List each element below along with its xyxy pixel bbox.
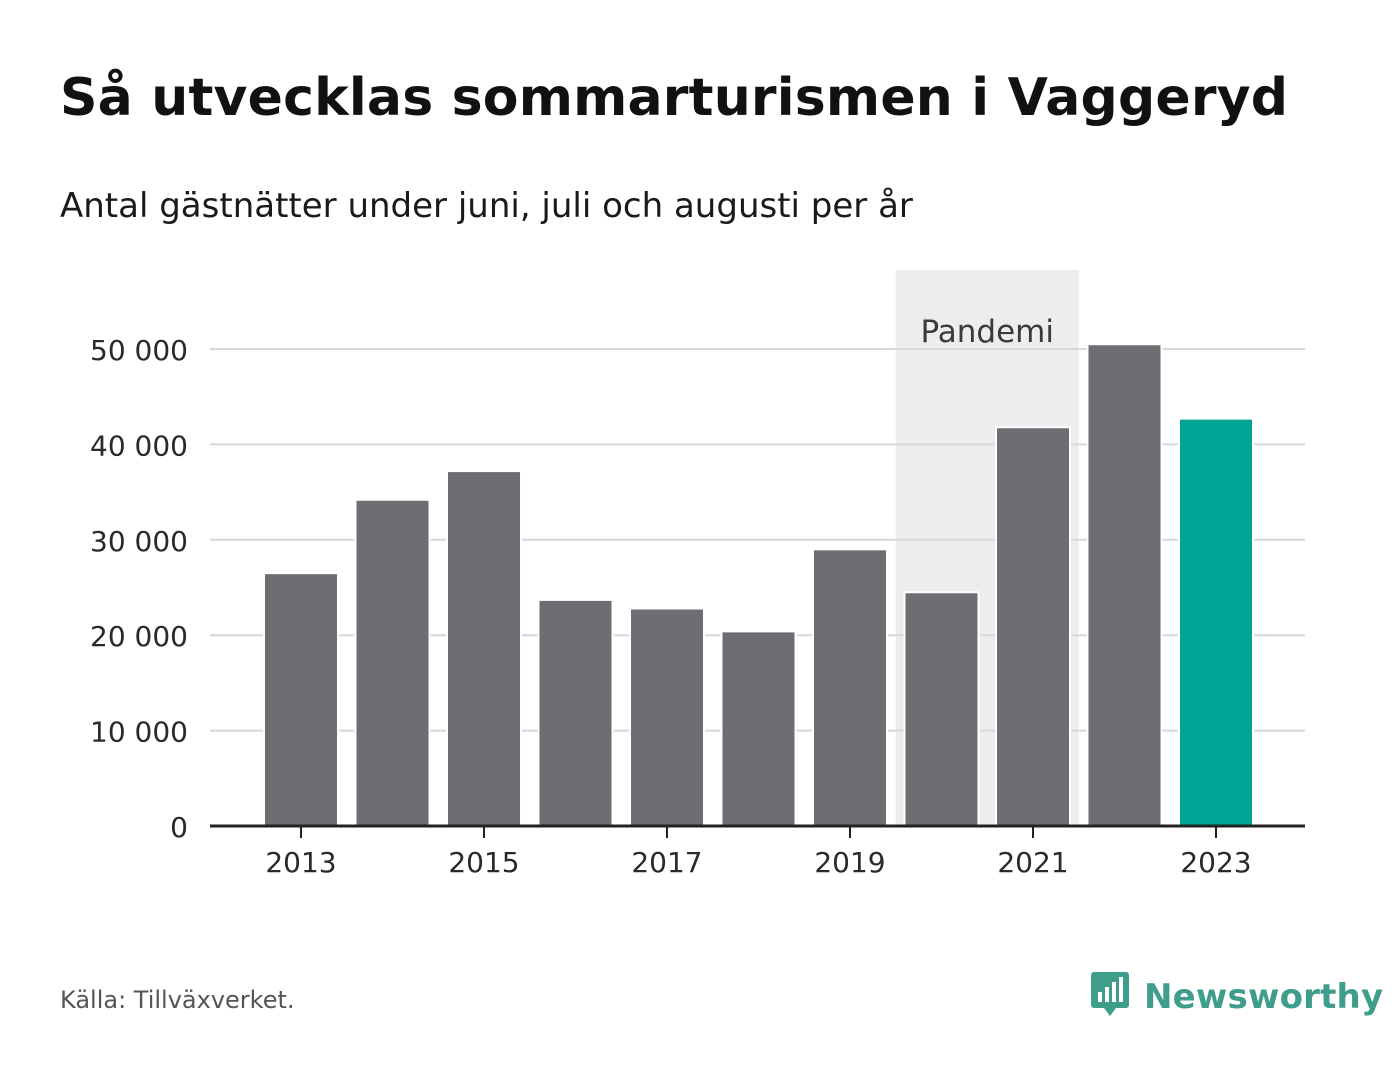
x-tick-label: 2015 — [448, 846, 519, 879]
bar-2016 — [537, 598, 614, 827]
brand-logo: Newsworthy — [1090, 970, 1383, 1023]
bar-2017 — [629, 607, 705, 827]
y-tick-label: 50 000 — [90, 334, 188, 367]
y-tick-label: 40 000 — [90, 429, 188, 462]
bar-2013 — [263, 572, 339, 827]
bar-2023 — [1178, 417, 1254, 827]
pandemic-band-label: Pandemi — [920, 314, 1054, 350]
bar-chart-speech-bubble-icon — [1090, 970, 1130, 1023]
chart-subtitle: Antal gästnätter under juni, juli och au… — [60, 186, 913, 226]
y-tick-label: 30 000 — [90, 525, 188, 558]
bar-chart: Pandemi 0 10 000 20 000 30 000 40 000 50 000 2… — [90, 270, 1305, 879]
x-tick-label: 2013 — [265, 846, 336, 879]
bar-2018 — [720, 630, 797, 827]
bar-2020 — [903, 591, 980, 828]
bar-2014 — [354, 498, 431, 827]
bar-2015 — [446, 470, 522, 827]
brand-name: Newsworthy — [1144, 976, 1384, 1017]
x-tick-label: 2017 — [631, 846, 702, 879]
chart-title: Så utvecklas sommarturismen i Vaggeryd — [60, 68, 1289, 128]
axes-layer: 0 10 000 20 000 30 000 40 000 50 000 2013 2015 2… — [90, 334, 1305, 879]
source-note: Källa: Tillväxverket. — [60, 986, 295, 1014]
x-tick-label: 2021 — [997, 846, 1068, 879]
bar-2019 — [812, 548, 888, 828]
y-tick-label: 10 000 — [90, 716, 188, 749]
y-tick-label: 20 000 — [90, 620, 188, 653]
y-tick-label: 0 — [170, 811, 188, 844]
x-tick-label: 2023 — [1180, 846, 1251, 879]
bars-layer — [263, 343, 1254, 828]
x-tick-label: 2019 — [814, 846, 885, 879]
bar-2021 — [995, 426, 1071, 827]
bar-2022 — [1086, 343, 1163, 827]
